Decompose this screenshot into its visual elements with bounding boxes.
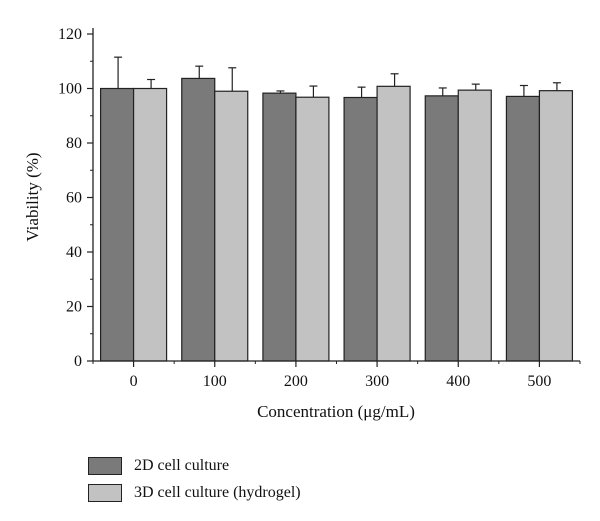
bar-2d-300 (343, 96, 378, 362)
y-tick-label: 80 (66, 135, 82, 152)
bar-2d-100 (181, 77, 216, 362)
y-tick-label: 60 (66, 190, 82, 207)
bar-3d-0 (132, 87, 168, 362)
bar-3d-300 (376, 85, 411, 362)
tick-labels-layer: 0 100 200 300 400 500 0 20 40 60 80 100 120 (58, 26, 551, 390)
bar-3d-400 (457, 89, 492, 362)
x-tick-label: 200 (284, 373, 308, 390)
x-tick-label: 100 (203, 373, 227, 390)
y-tick-label: 40 (66, 244, 82, 261)
legend-label-2d: 2D cell culture (134, 456, 230, 474)
legend-swatch-3d (88, 483, 122, 502)
y-tick-label: 120 (58, 26, 82, 43)
legend-item-3d: 3D cell culture (hydrogel) (88, 479, 301, 506)
y-tick-label: 100 (58, 81, 82, 98)
bar-2d-200 (262, 92, 297, 362)
bar-3d-200 (295, 96, 330, 362)
x-axis-title: Concentration (μg/mL) (257, 402, 415, 421)
legend-item-2d: 2D cell culture (88, 452, 301, 479)
bar-2d-400 (424, 95, 459, 362)
bar-3d-100 (214, 90, 249, 362)
bar-2d-0 (99, 87, 135, 362)
bars-layer (99, 77, 574, 362)
legend: 2D cell culture 3D cell culture (hydroge… (88, 452, 301, 506)
x-tick-label: 400 (446, 373, 470, 390)
y-tick-label: 20 (66, 299, 82, 316)
error-bars-layer (114, 56, 561, 98)
x-tick-label: 300 (365, 373, 389, 390)
legend-swatch-2d (88, 456, 122, 475)
x-tick-label: 500 (527, 373, 551, 390)
y-tick-label: 0 (74, 353, 82, 370)
legend-label-3d: 3D cell culture (hydrogel) (134, 483, 301, 501)
bar-2d-500 (505, 95, 541, 362)
axes-layer (87, 28, 581, 367)
x-tick-label: 0 (130, 373, 138, 390)
bar-3d-500 (538, 90, 574, 362)
y-axis-title: Viability (%) (23, 152, 42, 241)
